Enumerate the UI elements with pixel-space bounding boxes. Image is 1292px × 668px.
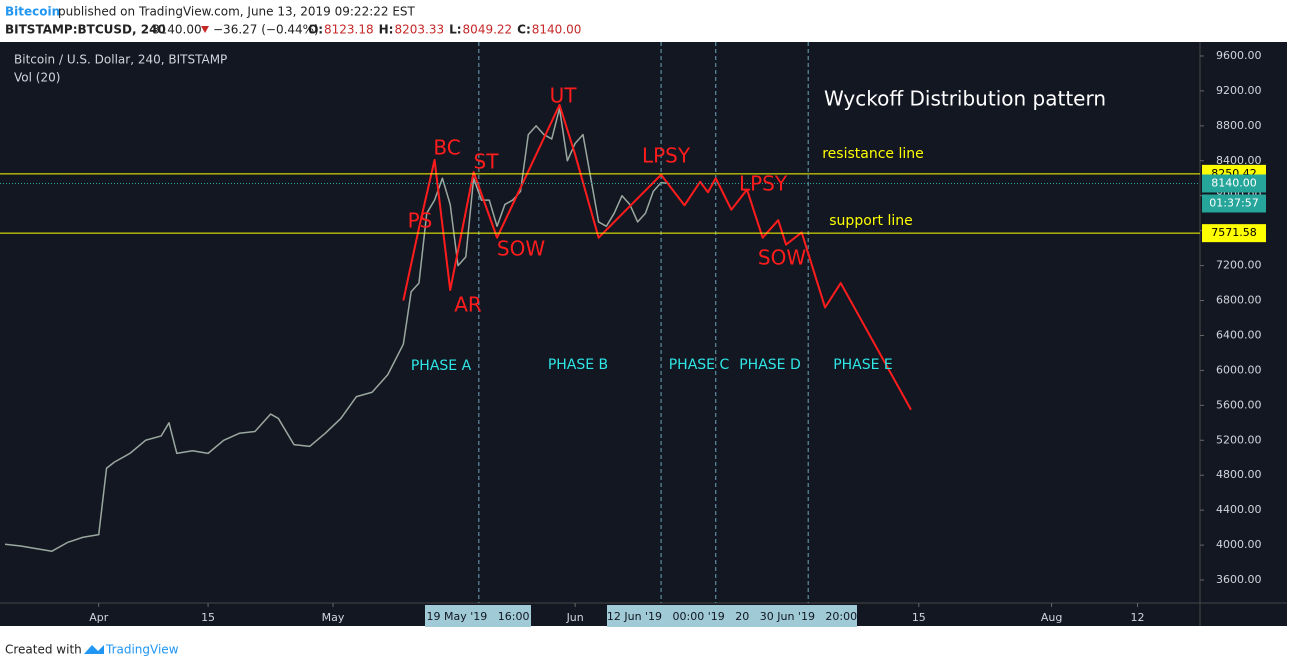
- annotation-label: PS: [408, 209, 433, 233]
- y-tick-label: 9600.00: [1216, 49, 1262, 62]
- time-highlight-label: 12 Jun '19 00:00 '19 20 30 Jun '19 20:00: [607, 610, 857, 623]
- brand-logo: [84, 645, 104, 654]
- symbol: BITSTAMP:BTCUSD, 240: [5, 23, 166, 37]
- y-tick-label: 5600.00: [1216, 398, 1262, 411]
- header-change: −36.27 (−0.44%): [213, 23, 319, 37]
- countdown: 01:37:57: [1209, 196, 1258, 209]
- y-tick-label: 4000.00: [1216, 538, 1262, 551]
- x-tick-label: 15: [912, 611, 926, 624]
- y-tick-label: 5200.00: [1216, 433, 1262, 446]
- author[interactable]: Bitecoin: [5, 5, 60, 19]
- annotation-label: PHASE D: [739, 357, 801, 373]
- time-highlight-box: [425, 605, 531, 627]
- ohlc-key: C:: [517, 23, 531, 37]
- annotation-label: support line: [829, 213, 912, 229]
- ohlc-key: L:: [449, 23, 461, 37]
- x-tick-label: Jun: [566, 611, 584, 624]
- ohlc-key: O:: [308, 23, 323, 37]
- annotation-label: AR: [454, 293, 482, 317]
- chart-subtitle: Vol (20): [14, 71, 60, 85]
- wyckoff-path: [402, 103, 912, 411]
- y-tick-label: 4400.00: [1216, 503, 1262, 516]
- y-tick-label: 6400.00: [1216, 328, 1262, 341]
- y-tick-label: 6000.00: [1216, 363, 1262, 376]
- last-price-box: [1202, 174, 1266, 193]
- annotation-label: PHASE B: [548, 357, 608, 373]
- price-label-box: [1202, 224, 1266, 243]
- y-tick-label: 8800.00: [1216, 119, 1262, 132]
- y-tick-label: 4800.00: [1216, 468, 1262, 481]
- x-tick-label: 15: [201, 611, 215, 624]
- y-tick-label: 8400.00: [1216, 154, 1262, 167]
- annotation-label: LPSY: [642, 144, 691, 168]
- x-tick-label: May: [322, 611, 345, 624]
- countdown-box: [1202, 194, 1266, 213]
- annotation-label: PHASE C: [669, 357, 730, 373]
- ohlc-value: 8203.33: [394, 23, 444, 37]
- y-tick-label: 3600.00: [1216, 573, 1262, 586]
- annotation-label: SOW: [497, 237, 545, 261]
- chart-background: [0, 42, 1287, 626]
- down-arrow: [201, 26, 209, 33]
- x-tick-label: Aug: [1041, 611, 1062, 624]
- y-tick-label: 6800.00: [1216, 294, 1262, 307]
- annotation-label: BC: [433, 136, 460, 160]
- annotation-label: resistance line: [822, 146, 924, 162]
- x-tick-label: 12: [1131, 611, 1145, 624]
- last-price-label: 8140.00: [1211, 176, 1257, 189]
- price-line: [4, 107, 669, 552]
- time-highlight-box: [607, 605, 857, 627]
- y-tick-label: 7200.00: [1216, 259, 1262, 272]
- footer-brand[interactable]: TradingView: [105, 643, 179, 657]
- ohlc-value: 8049.22: [463, 23, 513, 37]
- chart-title: Bitcoin / U.S. Dollar, 240, BITSTAMP: [14, 53, 227, 67]
- ohlc-value: 8140.00: [532, 23, 582, 37]
- header-price: 8140.00: [152, 23, 202, 37]
- ohlc-value: 8123.18: [324, 23, 374, 37]
- footer-text: Created with: [5, 643, 82, 657]
- time-highlight-label: 19 May '19 16:00: [427, 610, 530, 623]
- annotation-label: UT: [550, 84, 578, 108]
- y-tick-label: 9200.00: [1216, 84, 1262, 97]
- annotation-label: ST: [474, 150, 500, 174]
- ohlc-key: H:: [379, 23, 394, 37]
- annotation-label: SOW: [758, 246, 806, 270]
- annotation-label: LPSY: [739, 172, 788, 196]
- x-tick-label: Apr: [89, 611, 109, 624]
- price-label: 7571.58: [1211, 226, 1257, 239]
- annotation-label: PHASE E: [833, 357, 893, 373]
- published: published on TradingView.com, June 13, 2…: [58, 5, 416, 19]
- annotation-label: PHASE A: [411, 358, 472, 374]
- annotation-title: Wyckoff Distribution pattern: [824, 87, 1106, 111]
